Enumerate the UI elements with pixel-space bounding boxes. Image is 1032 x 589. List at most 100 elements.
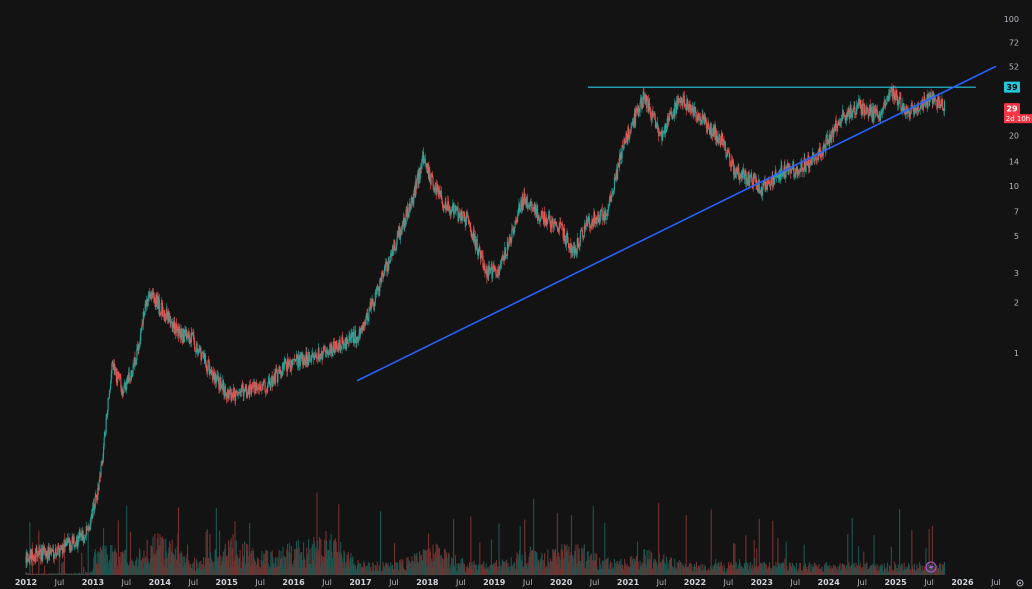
candle-body xyxy=(186,330,188,338)
volume-bar xyxy=(694,571,696,575)
volume-bar xyxy=(367,561,369,575)
volume-bar xyxy=(76,574,78,575)
volume-bar xyxy=(747,563,749,575)
volume-bar xyxy=(390,562,392,575)
candle-body xyxy=(888,92,890,102)
volume-bar xyxy=(462,565,464,575)
volume-bar xyxy=(772,520,774,575)
volume-bar xyxy=(727,562,730,575)
volume-bar xyxy=(193,561,195,575)
candle-body xyxy=(386,262,389,272)
candle-body xyxy=(469,223,471,224)
candle-body xyxy=(408,212,410,217)
volume-bar xyxy=(229,541,232,575)
volume-bar xyxy=(586,560,588,575)
candle-body xyxy=(66,540,68,543)
volume-bar xyxy=(482,569,484,575)
candle-body xyxy=(526,196,528,206)
candle-body xyxy=(697,113,699,121)
volume-bar xyxy=(919,566,921,575)
volume-bar xyxy=(876,572,878,575)
candle-body xyxy=(875,109,877,113)
volume-bar xyxy=(726,571,728,575)
volume-bar xyxy=(645,564,647,575)
volume-bar xyxy=(318,549,320,575)
lightning-icon[interactable] xyxy=(925,561,937,573)
volume-bar xyxy=(612,569,614,575)
volume-bar xyxy=(602,567,605,575)
volume-bar xyxy=(187,563,189,575)
volume-bar xyxy=(203,569,205,575)
candle-body xyxy=(210,372,212,374)
candle-body xyxy=(60,549,62,551)
candle-body xyxy=(878,114,880,119)
candle-body xyxy=(515,220,517,221)
candle-body xyxy=(456,207,458,211)
volume-bar xyxy=(418,562,420,575)
volume-bar xyxy=(720,562,722,575)
candle-body xyxy=(642,102,644,108)
candle-body xyxy=(812,152,814,155)
volume-bar xyxy=(99,553,101,575)
volume-bar xyxy=(833,564,835,575)
volume-bar xyxy=(671,566,673,575)
volume-bar xyxy=(147,562,149,575)
volume-bar xyxy=(795,570,797,575)
volume-bar xyxy=(898,572,900,575)
volume-bar xyxy=(856,565,858,575)
volume-bar xyxy=(599,564,601,575)
candle-body xyxy=(117,371,119,374)
candle-body xyxy=(519,209,521,212)
candle-body xyxy=(221,387,223,389)
candle-body xyxy=(943,100,946,112)
volume-bar xyxy=(563,561,565,575)
volume-bar xyxy=(165,538,167,575)
volume-bar xyxy=(614,570,616,575)
candle-body xyxy=(169,315,171,324)
trendline-line[interactable] xyxy=(356,65,997,382)
volume-bar xyxy=(101,552,103,575)
candle-body xyxy=(688,104,690,109)
volume-bar xyxy=(315,547,317,575)
volume-bar xyxy=(897,571,899,575)
candle-body xyxy=(563,228,565,242)
volume-bar xyxy=(599,557,601,575)
candle-body xyxy=(60,545,62,550)
volume-bar xyxy=(115,551,117,575)
volume-bar xyxy=(653,558,655,575)
candle-body xyxy=(433,185,435,188)
volume-bar xyxy=(156,550,158,575)
volume-bar xyxy=(566,544,568,575)
candle-body xyxy=(195,351,197,353)
volume-bar xyxy=(513,562,515,575)
volume-bar xyxy=(811,566,814,575)
candle-body xyxy=(38,550,41,555)
candle-body xyxy=(852,111,854,114)
candle-body xyxy=(159,312,161,315)
candle-body xyxy=(613,177,615,190)
volume-bar xyxy=(536,552,538,575)
volume-bar xyxy=(915,569,917,575)
volume-bar xyxy=(56,573,58,575)
volume-bar xyxy=(639,560,641,575)
volume-bar xyxy=(632,558,634,575)
candle-body xyxy=(206,366,208,372)
candle-body xyxy=(726,152,728,156)
volume-bar xyxy=(686,567,688,575)
candle-body xyxy=(72,536,74,544)
gear-icon[interactable] xyxy=(1016,579,1024,587)
volume-bar xyxy=(526,569,528,575)
volume-bar xyxy=(312,559,314,575)
candle-body xyxy=(601,209,603,211)
candle-body xyxy=(505,254,507,259)
candle-body xyxy=(208,360,210,363)
candle-body xyxy=(328,350,330,354)
candle-body xyxy=(58,545,60,548)
candle-body xyxy=(92,507,94,519)
candle-body xyxy=(238,391,240,393)
candle-body xyxy=(888,92,890,98)
candle-body xyxy=(822,145,824,155)
volume-bar xyxy=(778,564,780,575)
volume-bar xyxy=(679,561,681,575)
